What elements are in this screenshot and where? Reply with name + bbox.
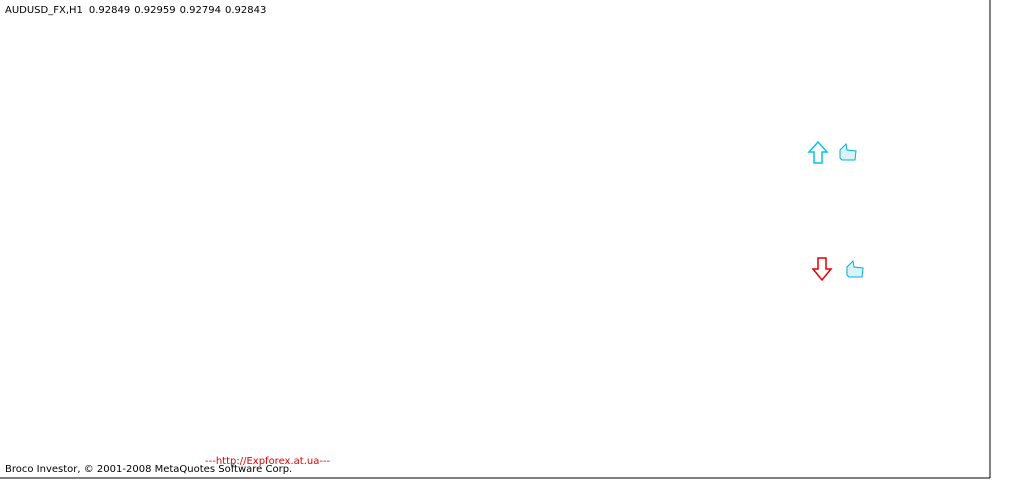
header: AUDUSD_FX,H1 0.92849 0.92959 0.92794 0.92843 <box>5 5 266 16</box>
low: 0.92794 <box>180 5 221 16</box>
open: 0.92849 <box>89 5 130 16</box>
thumb-icon <box>839 142 857 161</box>
watermark: ---http://Expforex.at.ua--- <box>205 456 331 467</box>
down-arrow <box>811 257 833 282</box>
up-arrow <box>807 140 829 164</box>
copyright: Broco Investor, © 2001-2008 MetaQuotes S… <box>5 464 292 475</box>
thumb-icon <box>846 259 864 278</box>
buy-signal <box>807 140 857 164</box>
sell-signal <box>811 257 864 282</box>
high: 0.92959 <box>134 5 175 16</box>
symbol: AUDUSD_FX,H1 <box>5 5 83 16</box>
close: 0.92843 <box>225 5 266 16</box>
